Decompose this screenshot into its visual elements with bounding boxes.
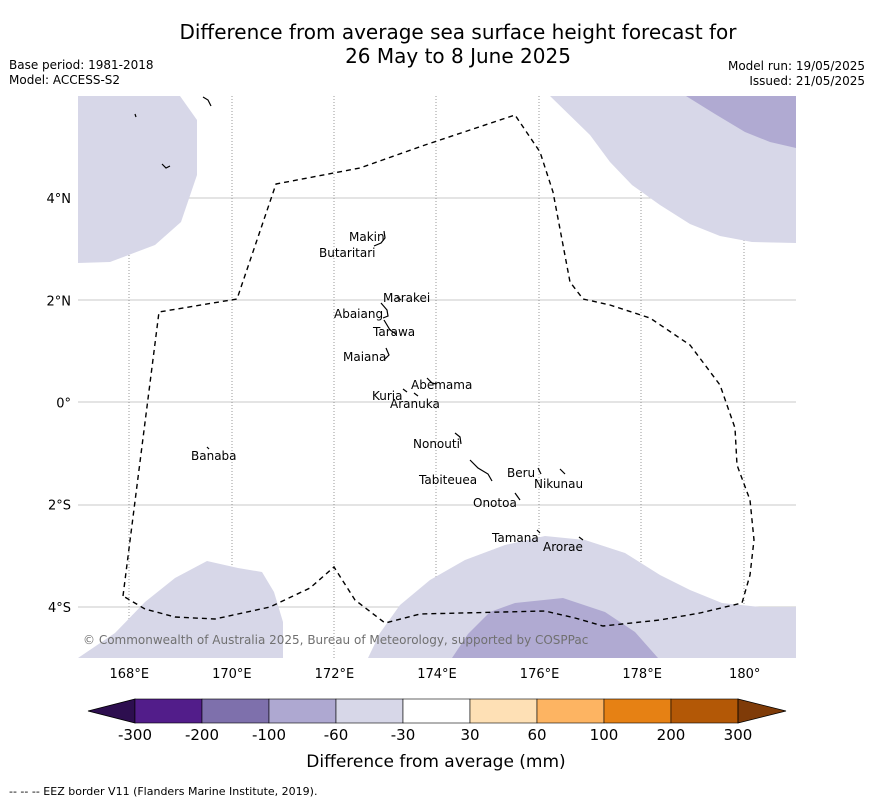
island-label: Onotoa — [473, 496, 517, 510]
island-label: Maiana — [343, 350, 386, 364]
colorbar-segment — [201, 698, 270, 724]
colorbar-tick-label: -100 — [252, 726, 286, 744]
eez-border — [122, 114, 755, 627]
colorbar-tick-label: 60 — [527, 726, 546, 744]
island-label: Nikunau — [534, 477, 583, 491]
colorbar-segment — [134, 698, 203, 724]
island-label: Kuria — [372, 389, 403, 403]
colorbar-tick-label: 200 — [657, 726, 686, 744]
lat-tick-labels: 4°N 2°N 0° 2°S 4°S — [47, 192, 72, 616]
title-line-2: 26 May to 8 June 2025 — [345, 44, 571, 68]
meta-right: Model run: 19/05/2025 Issued: 21/05/2025 — [728, 59, 865, 89]
colorbar-title: Difference from average (mm) — [306, 752, 565, 772]
anomaly-region-northeast — [550, 96, 796, 243]
colorbar: -300 -200 -100 -60 -30 30 60 100 200 300 — [87, 698, 787, 744]
anomaly-region-southwest — [78, 561, 283, 658]
colorbar-segment — [670, 698, 739, 724]
colorbar-tick-label: -30 — [391, 726, 416, 744]
lon-tick-label: 180° — [729, 667, 760, 682]
island-label: Banaba — [191, 449, 237, 463]
colorbar-segment — [603, 698, 672, 724]
anomaly-region-northwest — [78, 96, 197, 263]
island-label: Abemama — [411, 378, 472, 392]
map-copyright: © Commonwealth of Australia 2025, Bureau… — [83, 633, 588, 647]
eez-footnote: -- -- -- EEZ border V11 (Flanders Marine… — [9, 785, 318, 798]
lat-tick-label: 4°N — [47, 192, 72, 207]
lon-tick-label: 178°E — [622, 667, 662, 682]
island-label: Tamana — [491, 531, 539, 545]
lon-tick-label: 176°E — [520, 667, 560, 682]
island-label: Marakei — [383, 291, 430, 305]
island-label: Aranuka — [390, 397, 440, 411]
lat-tick-label: 2°N — [47, 294, 72, 309]
base-period: Base period: 1981-2018 — [9, 58, 154, 72]
island-outlines — [134, 96, 584, 541]
lat-tick-label: 0° — [56, 397, 71, 412]
colorbar-segment — [469, 698, 538, 724]
lon-tick-label: 174°E — [417, 667, 457, 682]
colorbar-tick-label: 300 — [724, 726, 753, 744]
colorbar-under-arrow — [87, 698, 136, 724]
anomaly-region-northeast-strong — [686, 96, 796, 148]
colorbar-segment — [402, 698, 471, 724]
title-line-1: Difference from average sea surface heig… — [179, 20, 737, 44]
colorbar-segment — [268, 698, 337, 724]
model-run: Model run: 19/05/2025 — [727, 59, 865, 73]
island-label: Beru — [507, 466, 535, 480]
lon-tick-label: 168°E — [110, 667, 150, 682]
island-label: Nonouti — [413, 437, 460, 451]
lat-tick-label: 4°S — [48, 601, 71, 616]
island-label: Tabiteuea — [418, 473, 477, 487]
colorbar-tick-label: -300 — [118, 726, 152, 744]
model-name: Model: ACCESS-S2 — [9, 73, 121, 87]
colorbar-tick-label: -200 — [185, 726, 219, 744]
meta-left: Base period: 1981-2018 Model: ACCESS-S2 — [9, 58, 154, 88]
anomaly-shading — [78, 96, 796, 658]
colorbar-segment — [335, 698, 404, 724]
colorbar-over-arrow — [737, 698, 787, 724]
anomaly-region-south-strong — [452, 598, 658, 658]
island-label: Arorae — [543, 540, 583, 554]
island-label: Makin — [349, 230, 385, 244]
map-title: Difference from average sea surface heig… — [100, 20, 816, 68]
lon-tick-labels: 168°E 170°E 172°E 174°E 176°E 178°E 180° — [110, 667, 761, 682]
colorbar-segment — [536, 698, 605, 724]
island-label: Butaritari — [319, 246, 376, 260]
island-label: Abaiang — [334, 307, 383, 321]
colorbar-tick-label: 30 — [460, 726, 479, 744]
colorbar-tick-label: -60 — [324, 726, 349, 744]
lat-tick-label: 2°S — [48, 499, 71, 514]
issued-date: Issued: 21/05/2025 — [749, 74, 865, 88]
lon-tick-label: 170°E — [212, 667, 252, 682]
lon-tick-label: 172°E — [315, 667, 355, 682]
colorbar-tick-label: 100 — [590, 726, 619, 744]
island-label: Tarawa — [372, 325, 415, 339]
